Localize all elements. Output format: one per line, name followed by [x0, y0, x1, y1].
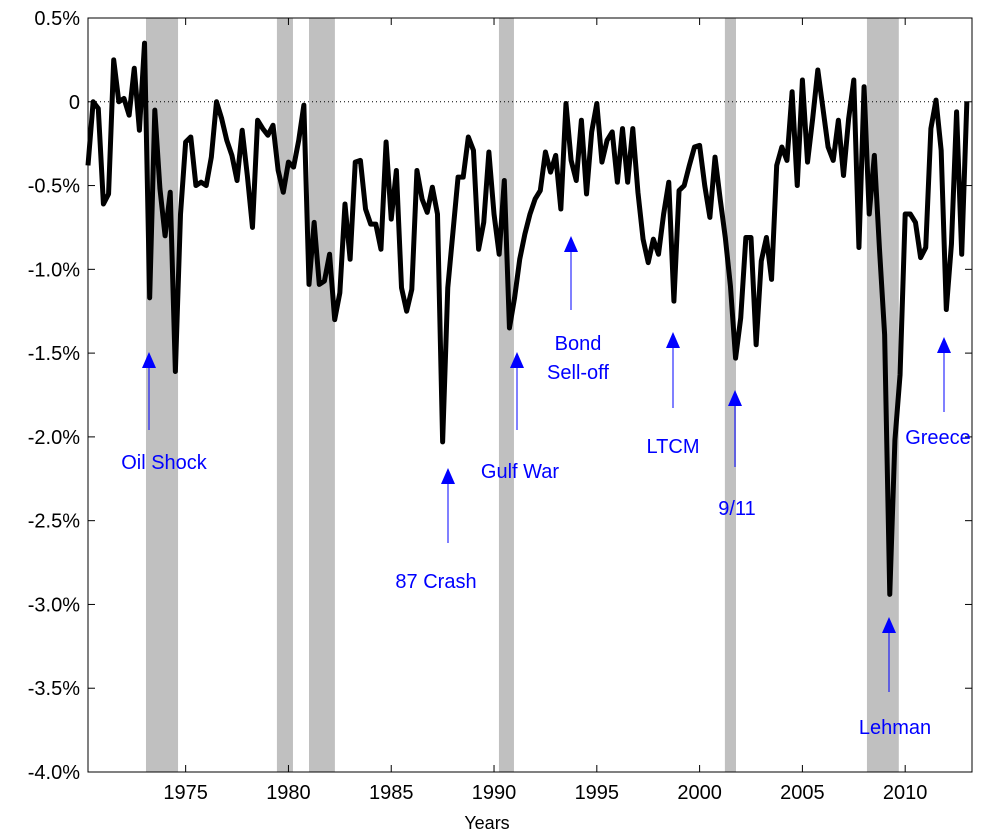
x-tick-label: 1985	[369, 782, 414, 804]
annotation-label: 87 Crash	[395, 571, 476, 593]
annotation-label: Oil Shock	[121, 452, 208, 474]
x-axis-label: Years	[464, 813, 509, 833]
annotation-arrowhead	[666, 332, 680, 348]
annotation-label: LTCM	[647, 436, 700, 458]
x-tick-label: 2005	[780, 782, 825, 804]
recession-band	[309, 18, 335, 772]
recession-band	[724, 18, 736, 772]
annotation-label: Greece	[905, 427, 971, 449]
x-tick-label: 1990	[472, 782, 517, 804]
annotation-arrowhead	[441, 468, 455, 484]
annotation-arrowhead	[882, 617, 896, 633]
recession-band	[498, 18, 514, 772]
y-tick-label: -1.0%	[28, 259, 80, 281]
annotation-label: Gulf War	[481, 461, 559, 483]
annotation-label: Bond	[555, 333, 602, 355]
x-tick-label: 1980	[266, 782, 311, 804]
recession-band	[866, 18, 899, 772]
y-tick-label: -1.5%	[28, 343, 80, 365]
y-tick-label: -3.5%	[28, 678, 80, 700]
y-tick-label: -4.0%	[28, 762, 80, 784]
annotation-arrowhead	[728, 390, 742, 406]
annotation-arrowhead	[564, 236, 578, 252]
annotation-arrowhead	[510, 352, 524, 368]
x-tick-label: 1975	[163, 782, 208, 804]
annotation-label: 9/11	[718, 498, 755, 520]
y-tick-label: 0	[69, 92, 80, 114]
data-line	[85, 40, 970, 597]
x-tick-label: 1995	[575, 782, 620, 804]
y-tick-label: -0.5%	[28, 176, 80, 198]
annotation-arrowhead	[937, 337, 951, 353]
y-tick-label: -2.0%	[28, 427, 80, 449]
recession-band	[145, 18, 179, 772]
annotation-arrowhead	[142, 352, 156, 368]
y-tick-label: -2.5%	[28, 511, 80, 533]
recession-band	[276, 18, 293, 772]
x-tick-label: 2000	[677, 782, 722, 804]
x-tick-label: 2010	[883, 782, 928, 804]
y-tick-label: -3.0%	[28, 594, 80, 616]
annotation-label: Lehman	[859, 717, 931, 739]
y-tick-label: 0.5%	[34, 8, 80, 30]
annotation-label: Sell-off	[547, 362, 609, 384]
plot-frame	[87, 17, 973, 773]
